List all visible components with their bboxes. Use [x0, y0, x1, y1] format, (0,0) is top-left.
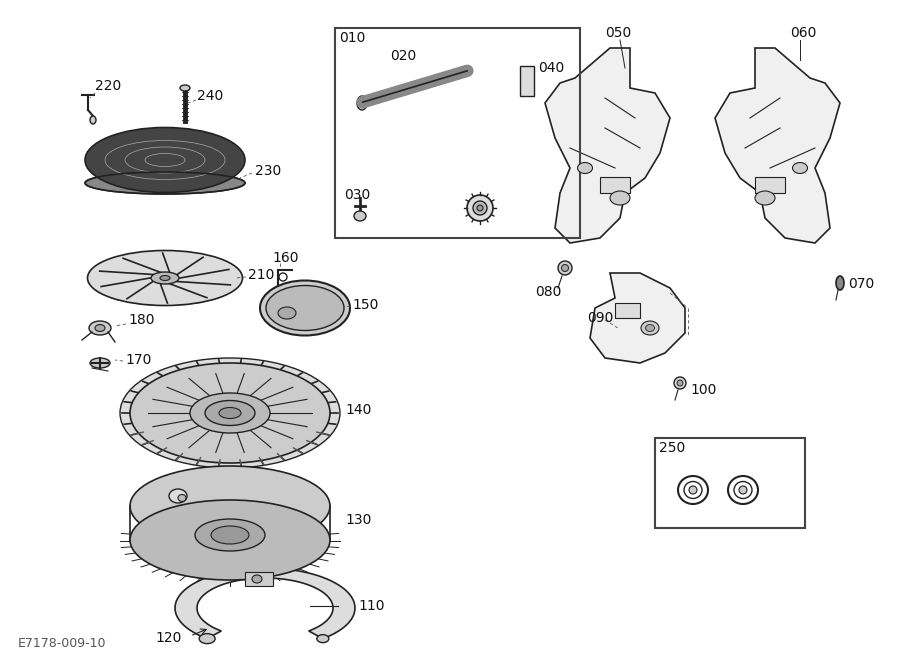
Polygon shape: [589, 273, 685, 363]
Ellipse shape: [151, 272, 179, 284]
Text: 110: 110: [357, 599, 384, 613]
Ellipse shape: [195, 519, 265, 551]
Polygon shape: [156, 284, 167, 303]
Ellipse shape: [90, 358, 110, 368]
Ellipse shape: [316, 635, 328, 643]
Text: 240: 240: [197, 89, 223, 103]
Bar: [654, 438, 804, 528]
Text: 080: 080: [535, 285, 561, 299]
Polygon shape: [180, 269, 229, 278]
Ellipse shape: [177, 494, 186, 502]
Text: 100: 100: [689, 383, 716, 397]
Polygon shape: [169, 284, 207, 299]
Text: 040: 040: [538, 61, 563, 75]
Ellipse shape: [95, 325, 105, 331]
Polygon shape: [544, 48, 669, 243]
Text: 130: 130: [345, 513, 371, 527]
Ellipse shape: [609, 191, 630, 205]
Ellipse shape: [160, 275, 170, 281]
Text: 090: 090: [586, 311, 613, 325]
Ellipse shape: [791, 162, 807, 174]
Polygon shape: [175, 568, 355, 639]
Ellipse shape: [354, 211, 366, 221]
Bar: [614, 303, 640, 318]
Polygon shape: [714, 48, 839, 243]
Ellipse shape: [641, 321, 658, 335]
Ellipse shape: [252, 575, 262, 583]
Text: 120: 120: [154, 631, 181, 645]
Ellipse shape: [467, 195, 493, 221]
Text: 030: 030: [344, 188, 369, 202]
Text: 050: 050: [605, 26, 630, 40]
Ellipse shape: [169, 489, 187, 503]
Polygon shape: [119, 281, 153, 299]
Text: 250: 250: [658, 441, 685, 455]
Ellipse shape: [674, 377, 686, 389]
Ellipse shape: [219, 407, 241, 418]
Text: 060: 060: [789, 26, 815, 40]
Ellipse shape: [357, 96, 367, 110]
Text: 170: 170: [125, 353, 152, 367]
Text: 140: 140: [345, 403, 371, 417]
Text: 160: 160: [272, 251, 298, 265]
Text: 230: 230: [255, 164, 281, 178]
Ellipse shape: [205, 401, 255, 426]
Ellipse shape: [561, 265, 568, 271]
Ellipse shape: [645, 325, 653, 331]
Ellipse shape: [577, 162, 592, 174]
Ellipse shape: [210, 526, 249, 544]
Text: 070: 070: [847, 277, 873, 291]
Ellipse shape: [130, 363, 330, 463]
Text: 220: 220: [95, 79, 121, 93]
Ellipse shape: [90, 116, 96, 124]
Bar: [599, 177, 630, 193]
Ellipse shape: [130, 500, 330, 580]
Bar: [754, 177, 784, 193]
Ellipse shape: [130, 466, 330, 546]
Bar: [519, 66, 533, 96]
Ellipse shape: [199, 634, 215, 644]
Ellipse shape: [85, 128, 244, 192]
Ellipse shape: [190, 393, 269, 433]
Polygon shape: [177, 257, 210, 275]
Ellipse shape: [558, 261, 572, 275]
Polygon shape: [177, 281, 230, 289]
Polygon shape: [123, 257, 160, 273]
Ellipse shape: [180, 85, 190, 91]
Text: 150: 150: [352, 298, 378, 312]
Bar: [244, 572, 273, 586]
Text: E7178-009-10: E7178-009-10: [18, 637, 107, 650]
Ellipse shape: [266, 285, 344, 331]
Text: 010: 010: [338, 31, 365, 45]
Ellipse shape: [260, 281, 349, 335]
Ellipse shape: [89, 321, 111, 335]
Ellipse shape: [754, 191, 774, 205]
Ellipse shape: [835, 276, 843, 290]
Ellipse shape: [119, 358, 340, 468]
Ellipse shape: [278, 307, 296, 319]
Ellipse shape: [476, 205, 482, 211]
Ellipse shape: [85, 172, 244, 194]
Polygon shape: [101, 278, 150, 287]
Text: 020: 020: [390, 49, 415, 63]
Ellipse shape: [688, 486, 697, 494]
Text: 180: 180: [128, 313, 154, 327]
Ellipse shape: [738, 486, 746, 494]
Ellipse shape: [676, 380, 682, 386]
Polygon shape: [163, 253, 174, 273]
Bar: [335, 28, 579, 238]
Text: 210: 210: [248, 268, 274, 282]
Ellipse shape: [472, 201, 486, 215]
Polygon shape: [99, 267, 153, 275]
Ellipse shape: [87, 250, 243, 305]
